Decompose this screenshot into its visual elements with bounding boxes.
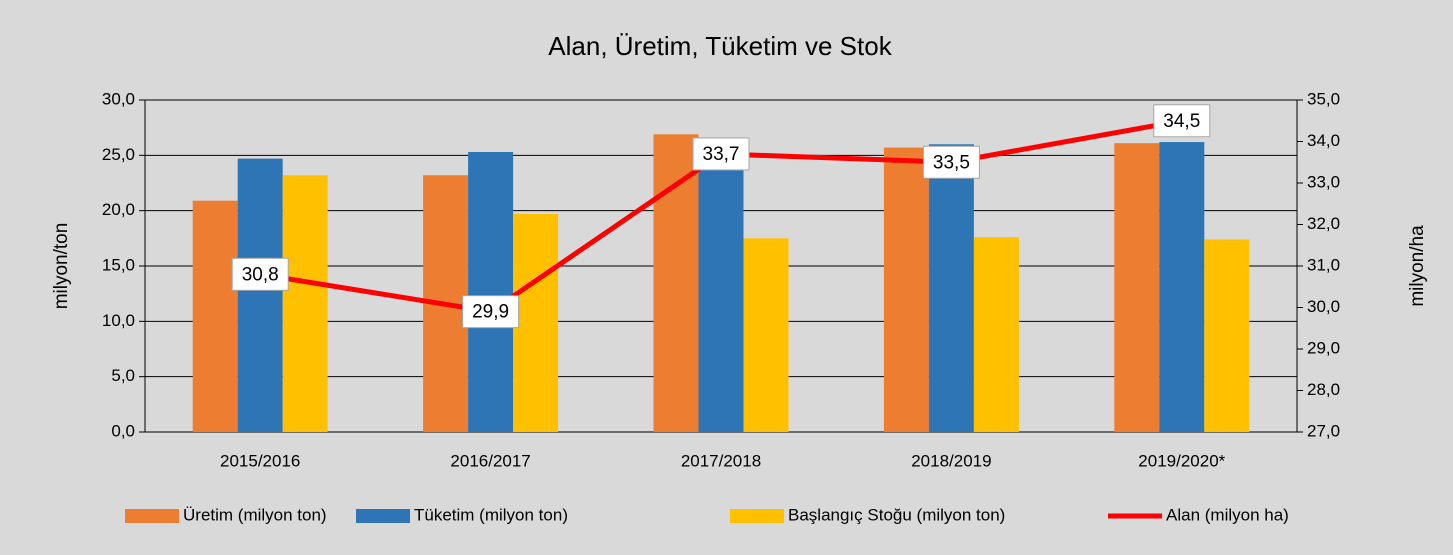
y-tick-label: 5,0 bbox=[111, 366, 135, 385]
data-label-box bbox=[231, 257, 289, 291]
bar bbox=[1114, 143, 1160, 432]
bar bbox=[698, 149, 744, 433]
bar bbox=[282, 175, 328, 432]
data-label: 29,9 bbox=[472, 302, 509, 323]
y2-tick-label: 27,0 bbox=[1307, 421, 1340, 440]
bar bbox=[1159, 142, 1205, 432]
x-tick-label: 2019/2020* bbox=[1138, 451, 1225, 470]
data-label-box bbox=[922, 145, 980, 179]
bar bbox=[973, 237, 1019, 432]
data-label: 30,8 bbox=[242, 264, 279, 285]
data-label: 34,5 bbox=[1163, 111, 1200, 132]
x-tick-label: 2018/2019 bbox=[911, 451, 991, 470]
y-axis-label: milyon/ton bbox=[51, 223, 72, 310]
y2-tick-label: 30,0 bbox=[1307, 297, 1340, 316]
y2-tick-label: 28,0 bbox=[1307, 380, 1340, 399]
data-label-box bbox=[462, 295, 520, 329]
y-tick-label: 30,0 bbox=[102, 89, 135, 108]
y2-tick-label: 33,0 bbox=[1307, 172, 1340, 191]
chart-title: Alan, Üretim, Tüketim ve Stok bbox=[548, 31, 892, 61]
bar bbox=[1204, 239, 1250, 432]
legend-label: Alan (milyon ha) bbox=[1166, 505, 1289, 524]
data-label: 33,7 bbox=[703, 144, 740, 165]
bar bbox=[743, 238, 789, 432]
x-tick-label: 2015/2016 bbox=[220, 451, 300, 470]
legend-swatch bbox=[125, 509, 179, 523]
data-label-box bbox=[1153, 104, 1211, 138]
y-tick-label: 25,0 bbox=[102, 145, 135, 164]
bar bbox=[468, 152, 514, 432]
y2-tick-label: 31,0 bbox=[1307, 255, 1340, 274]
y2-tick-label: 35,0 bbox=[1307, 89, 1340, 108]
y-tick-label: 20,0 bbox=[102, 200, 135, 219]
x-tick-label: 2017/2018 bbox=[681, 451, 761, 470]
legend-label: Başlangıç Stoğu (milyon ton) bbox=[788, 505, 1005, 524]
legend-swatch bbox=[356, 509, 410, 523]
legend-swatch bbox=[730, 509, 784, 523]
bar bbox=[237, 158, 283, 433]
legend-label: Üretim (milyon ton) bbox=[183, 505, 327, 524]
y-tick-label: 0,0 bbox=[111, 421, 135, 440]
y2-tick-label: 29,0 bbox=[1307, 338, 1340, 357]
y2-axis-label: milyon/ha bbox=[1407, 225, 1428, 307]
bar bbox=[883, 147, 929, 432]
bar bbox=[513, 213, 559, 432]
y2-tick-label: 34,0 bbox=[1307, 131, 1340, 150]
data-label-box bbox=[692, 137, 750, 171]
y2-tick-label: 32,0 bbox=[1307, 214, 1340, 233]
y-tick-label: 15,0 bbox=[102, 255, 135, 274]
bar bbox=[653, 134, 699, 432]
data-label: 33,5 bbox=[933, 152, 970, 173]
x-tick-label: 2016/2017 bbox=[450, 451, 530, 470]
y-tick-label: 10,0 bbox=[102, 311, 135, 330]
bar bbox=[928, 144, 974, 432]
legend-label: Tüketim (milyon ton) bbox=[414, 505, 568, 524]
bar bbox=[192, 200, 238, 432]
